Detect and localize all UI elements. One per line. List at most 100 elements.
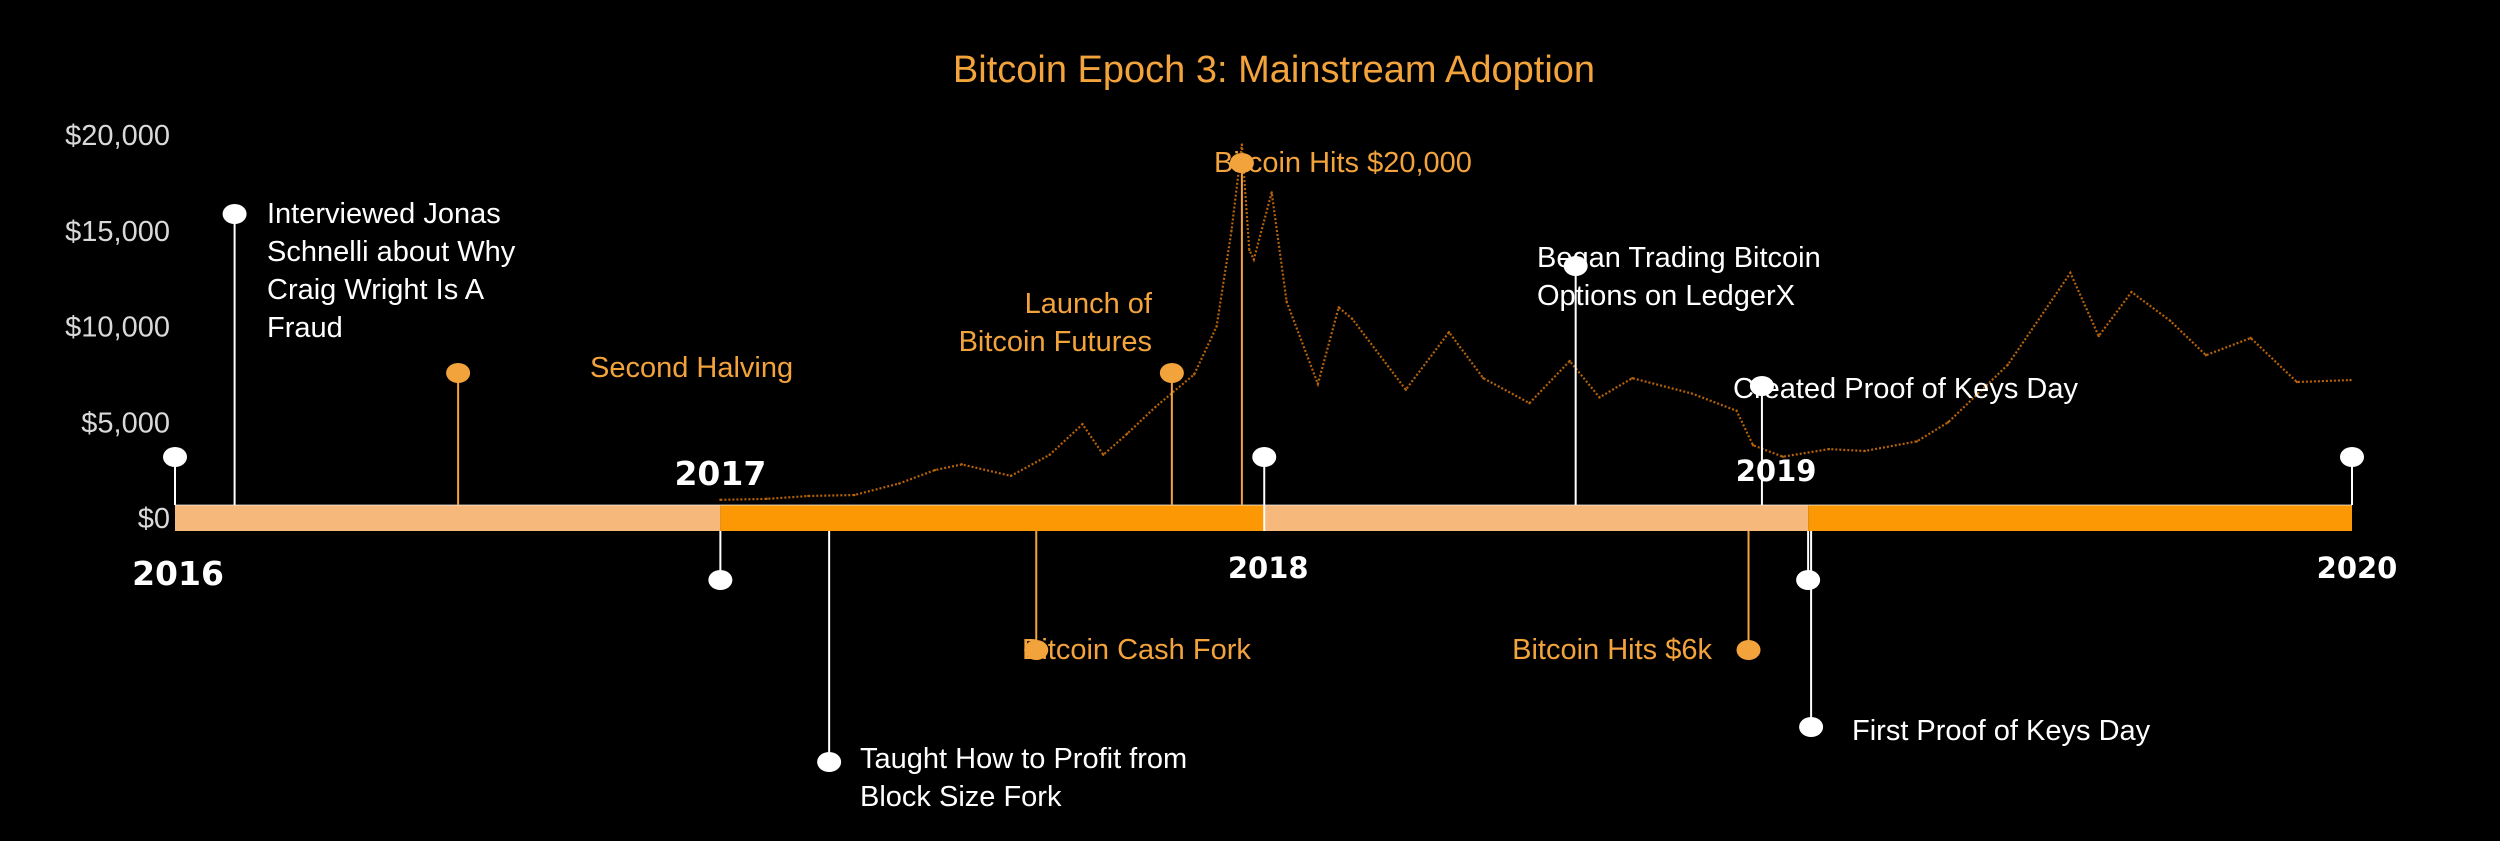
price-point (1215, 325, 1218, 328)
year-label: 2016 (132, 554, 224, 593)
price-point (1528, 401, 1531, 405)
event-label: First Proof of Keys Day (1852, 715, 2151, 747)
y-tick-label: $10,000 (65, 312, 170, 344)
year-marker-dot (2340, 447, 2364, 467)
price-point (1285, 300, 1288, 303)
price-point (1048, 453, 1051, 457)
price-point (897, 482, 901, 485)
price-point (1915, 440, 1919, 443)
event-label-line: Bitcoin Hits $6k (1512, 634, 1712, 666)
price-point (1781, 455, 1784, 458)
event-label-line: Schnelli about Why (267, 236, 516, 268)
y-tick-label: $5,000 (81, 407, 170, 439)
year-label: 2018 (1228, 551, 1309, 585)
price-point (1102, 453, 1105, 457)
event-label-line: Launch of (1025, 288, 1153, 320)
event-label-line: Interviewed Jonas (267, 198, 501, 230)
price-point (2249, 336, 2252, 340)
event-dot (1229, 153, 1254, 173)
event-label: Bitcoin Hits $20,000 (1214, 147, 1472, 179)
price-point (1631, 377, 1634, 380)
event-dot (446, 363, 471, 383)
price-point (2006, 363, 2009, 366)
price-point (1081, 422, 1084, 426)
event-label: Bitcoin Cash Fork (1022, 634, 1251, 666)
price-point (1270, 191, 1273, 194)
event-label-line: Second Halving (590, 352, 793, 384)
event-dot (222, 204, 247, 224)
price-point (1154, 405, 1157, 409)
event-label-line: Created Proof of Keys Day (1733, 373, 2078, 405)
price-point (933, 468, 937, 472)
price-point (1827, 447, 1831, 451)
price-point (2295, 380, 2299, 384)
chart-title: Bitcoin Epoch 3: Mainstream Adoption (953, 49, 1595, 91)
price-point (1751, 444, 1755, 447)
year-marker-dot (1796, 570, 1821, 590)
event-dot (1749, 376, 1774, 396)
price-point (1863, 449, 1866, 453)
price-point (1482, 377, 1485, 380)
price-point (1316, 382, 1320, 386)
price-point (1125, 432, 1129, 435)
event-label: Launch of Bitcoin Futures (959, 288, 1153, 358)
event-label-line: Fraud (267, 312, 343, 344)
event-label-line: Options on LedgerX (1537, 280, 1795, 312)
timeline-segment (1264, 505, 1809, 531)
event-dot (1736, 640, 1761, 660)
event-label-line: First Proof of Keys Day (1852, 715, 2151, 747)
price-point (1946, 421, 1950, 424)
event-label: Began Trading Bitcoin Options on LedgerX (1537, 242, 1821, 312)
timeline-segment (1808, 505, 2352, 531)
event-dot (1024, 640, 1049, 660)
price-point (2204, 354, 2208, 357)
price-series-line (720, 144, 2351, 501)
event-label: Second Halving (590, 352, 793, 384)
year-label: 2019 (1736, 454, 1817, 488)
price-point (1240, 143, 1244, 146)
year-label: 2017 (674, 454, 766, 493)
price-point (1248, 248, 1251, 252)
event-dot (817, 752, 842, 772)
price-point (1447, 331, 1451, 334)
event-label-line: Taught How to Profit from (860, 743, 1187, 775)
price-point (853, 493, 856, 497)
price-point (2097, 334, 2100, 338)
event-label-line: Bitcoin Cash Fork (1022, 634, 1251, 666)
timeline-segment (175, 505, 721, 531)
price-point (719, 498, 722, 502)
event-label: Bitcoin Hits $6k (1512, 634, 1712, 666)
event-label-line: Block Size Fork (860, 781, 1062, 813)
event-dot (1799, 717, 1824, 737)
price-point (1350, 317, 1354, 321)
year-marker-dot (163, 447, 187, 467)
timeline-segment (720, 505, 1265, 531)
price-point (1568, 359, 1571, 363)
year-marker-dot (1252, 447, 1277, 467)
year-label: 2020 (2317, 551, 2398, 585)
event-dot (1563, 256, 1588, 276)
price-point (1009, 474, 1013, 478)
price-point (1230, 229, 1233, 232)
event-label-line: Bitcoin Hits $20,000 (1214, 147, 1472, 179)
price-point (1404, 388, 1408, 391)
event-label: Created Proof of Keys Day (1733, 373, 2078, 405)
price-point (1252, 258, 1256, 261)
event-label: Interviewed Jonas Schnelli about Why Craig… (267, 198, 516, 344)
y-tick-label: $15,000 (65, 216, 170, 248)
event-label: Taught How to Profit from Block Size Fork (860, 743, 1187, 813)
price-point (765, 497, 768, 501)
event-label-line: Began Trading Bitcoin (1537, 242, 1821, 274)
price-point (1690, 392, 1694, 395)
y-tick-label: $0 (138, 503, 170, 535)
event-label-line: Craig Wright Is A (267, 274, 485, 306)
y-tick-label: $20,000 (65, 120, 170, 152)
price-point (1337, 306, 1340, 309)
price-point (2349, 378, 2352, 382)
event-label-line: Bitcoin Futures (959, 326, 1152, 358)
price-point (960, 463, 963, 466)
price-point (2069, 271, 2072, 275)
price-point (1193, 373, 1196, 376)
